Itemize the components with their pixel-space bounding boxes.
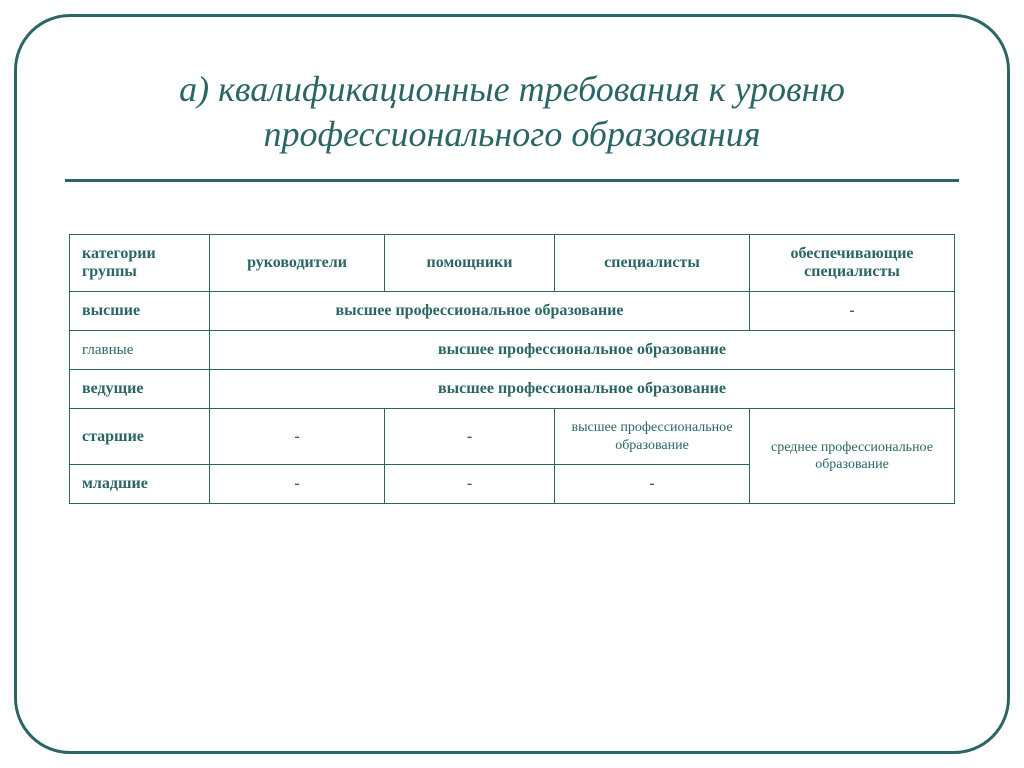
cell-vys-obs: - (750, 292, 955, 331)
col-ruk: руководители (210, 235, 385, 292)
cell-star-ruk: - (210, 409, 385, 465)
row-glav: главные высшее профессиональное образова… (70, 331, 955, 370)
cell-glav-merged: высшее профессиональное образование (210, 331, 955, 370)
slide-frame: а) квалификационные требования к уровню … (14, 14, 1010, 754)
row-star: старшие - - высшее профессиональное обра… (70, 409, 955, 465)
cell-vys-label: высшие (70, 292, 210, 331)
cell-star-pom: - (385, 409, 555, 465)
cell-ved-merged: высшее профессиональное образование (210, 370, 955, 409)
cell-star-spc: высшее профессиональное образование (555, 409, 750, 465)
table-container: категории группы руководители помощники … (65, 234, 959, 504)
table-header-row: категории группы руководители помощники … (70, 235, 955, 292)
cell-mlad-label: младшие (70, 465, 210, 504)
qualification-table: категории группы руководители помощники … (69, 234, 955, 504)
cell-mlad-pom: - (385, 465, 555, 504)
col-categories: категории группы (70, 235, 210, 292)
cell-star-obs: среднее профессиональное образование (750, 409, 955, 504)
cell-vys-merged: высшее профессиональное образование (210, 292, 750, 331)
cell-mlad-ruk: - (210, 465, 385, 504)
title-line-2: профессионального образования (65, 112, 959, 157)
row-ved: ведущие высшее профессиональное образова… (70, 370, 955, 409)
cell-ved-label: ведущие (70, 370, 210, 409)
col-spc: специалисты (555, 235, 750, 292)
title-underline (65, 179, 959, 182)
title-block: а) квалификационные требования к уровню … (65, 67, 959, 157)
row-vys: высшие высшее профессиональное образован… (70, 292, 955, 331)
cell-star-label: старшие (70, 409, 210, 465)
title-line-1: а) квалификационные требования к уровню (65, 67, 959, 112)
cell-mlad-spc: - (555, 465, 750, 504)
col-obs: обеспечивающие специалисты (750, 235, 955, 292)
cell-glav-label: главные (70, 331, 210, 370)
col-pom: помощники (385, 235, 555, 292)
